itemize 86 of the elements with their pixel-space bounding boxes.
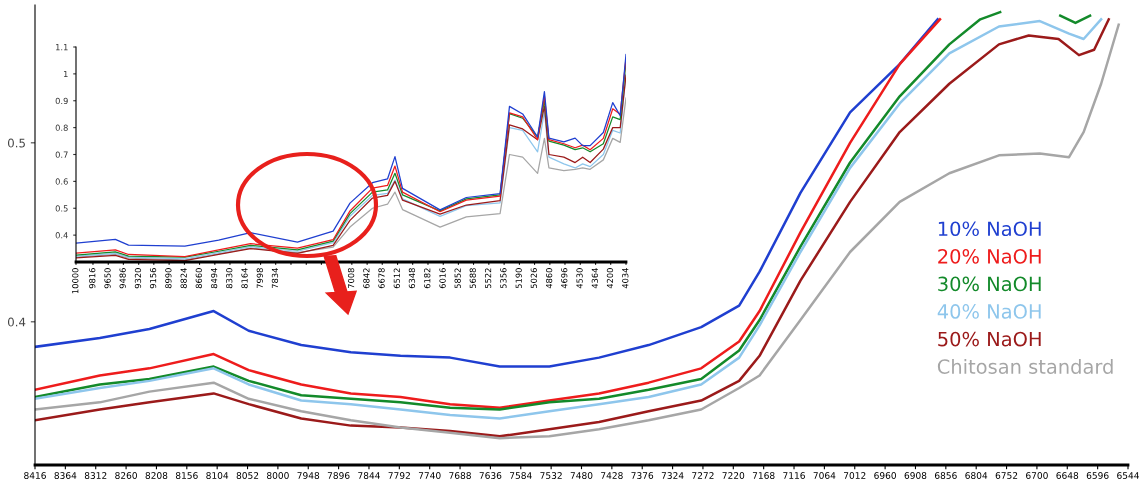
x-tick-label: 5688 <box>469 268 476 289</box>
x-tick-label: 8330 <box>226 268 233 289</box>
x-tick-label: 7064 <box>813 472 836 479</box>
x-tick-label: 7584 <box>510 472 532 479</box>
x-tick-label: 4530 <box>576 268 583 289</box>
x-tick-label: 10000 <box>72 268 79 294</box>
x-tick-label: 7844 <box>358 472 380 479</box>
x-tick-label: 6544 <box>1117 472 1139 479</box>
x-tick-label: 7012 <box>844 472 866 479</box>
x-tick-label: 6596 <box>1086 472 1109 479</box>
x-tick-label: 5190 <box>515 268 522 289</box>
y-tick-label: 0.8 <box>55 124 68 131</box>
text: Chitosan standard <box>937 358 1113 374</box>
x-tick-label: 7948 <box>297 472 320 479</box>
x-tick-label: 7324 <box>661 472 684 479</box>
x-tick-label: 8164 <box>241 268 248 289</box>
x-tick-label: 6908 <box>904 472 927 479</box>
x-tick-label: 6856 <box>934 472 957 479</box>
x-tick-label: 9486 <box>119 268 126 289</box>
y-tick-label: 0.4 <box>55 232 68 239</box>
x-tick-label: 5852 <box>454 268 461 289</box>
x-tick-label: 8824 <box>180 268 187 289</box>
y-tick-label: 0.7 <box>55 151 68 158</box>
x-tick-label: 8660 <box>195 268 202 289</box>
x-tick-label: 7532 <box>540 472 562 479</box>
y-tick-label: 0.4 <box>7 317 26 327</box>
x-tick-label: 5522 <box>484 268 492 289</box>
x-tick-label: 7740 <box>418 472 441 479</box>
x-tick-label: 7376 <box>631 472 654 479</box>
text: 30% NaOH <box>938 276 1041 292</box>
x-tick-label: 4696 <box>561 268 568 289</box>
x-tick-label: 8990 <box>165 268 172 289</box>
x-tick-label: 7428 <box>601 472 623 479</box>
x-tick-label: 6804 <box>965 472 988 479</box>
x-tick-label: 8494 <box>210 268 218 289</box>
x-tick-label: 7834 <box>271 268 279 289</box>
text: 40% NaOH <box>937 304 1041 319</box>
y-tick-label: 0.5 <box>7 138 25 148</box>
x-tick-label: 8156 <box>175 472 198 479</box>
x-tick-label: 6016 <box>439 268 446 289</box>
x-tick-label: 9816 <box>89 268 96 289</box>
x-tick-label: 6700 <box>1026 472 1048 479</box>
y-tick-label: 1.1 <box>56 44 68 51</box>
x-tick-label: 4200 <box>606 268 614 289</box>
x-tick-label: 7168 <box>752 472 775 479</box>
x-tick-label: 8208 <box>145 472 168 479</box>
x-tick-label: 7688 <box>449 472 471 479</box>
x-tick-label: 8000 <box>267 472 289 479</box>
x-tick-label: 7008 <box>347 268 355 289</box>
text: 20% NaOH <box>938 248 1041 264</box>
x-tick-label: 7636 <box>479 472 502 479</box>
text: 10% NaOH <box>938 221 1041 237</box>
x-tick-label: 9650 <box>104 268 111 289</box>
x-tick-label: 5356 <box>500 268 507 289</box>
x-tick-label: 4860 <box>545 268 553 289</box>
y-tick-label: 0.5 <box>55 205 68 212</box>
x-tick-label: 6182 <box>424 268 431 289</box>
x-tick-label: 4364 <box>591 268 598 289</box>
x-tick-label: 6348 <box>408 268 416 289</box>
text: 50% NaOH <box>938 331 1041 347</box>
x-tick-label: 6960 <box>874 472 896 479</box>
x-tick-label: 5026 <box>530 268 537 289</box>
x-tick-label: 7220 <box>722 472 745 479</box>
x-tick-label: 8052 <box>236 472 259 479</box>
x-tick-label: 8260 <box>115 472 137 479</box>
y-tick-label: 0.6 <box>55 178 68 185</box>
x-tick-label: 9156 <box>149 268 157 289</box>
x-tick-label: 6842 <box>363 268 370 289</box>
x-tick-label: 9320 <box>134 268 142 289</box>
y-tick-label: 0.9 <box>55 97 68 105</box>
x-tick-label: 7480 <box>570 472 593 479</box>
y-tick-label: 1 <box>63 70 68 78</box>
x-tick-label: 8364 <box>54 472 77 479</box>
x-tick-label: 7896 <box>327 472 350 479</box>
x-tick-label: 8416 <box>24 472 46 479</box>
x-tick-label: 6512 <box>393 268 400 289</box>
x-tick-label: 4034 <box>622 268 629 289</box>
x-tick-label: 8104 <box>206 472 229 479</box>
x-tick-label: 7792 <box>388 472 410 479</box>
x-tick-label: 6648 <box>1056 472 1079 479</box>
x-tick-label: 7272 <box>692 472 714 479</box>
x-tick-label: 6678 <box>378 268 385 289</box>
x-tick-label: 7998 <box>256 268 263 289</box>
x-tick-label: 7116 <box>783 472 805 479</box>
x-tick-label: 8312 <box>84 472 107 479</box>
x-tick-label: 6752 <box>995 472 1018 479</box>
